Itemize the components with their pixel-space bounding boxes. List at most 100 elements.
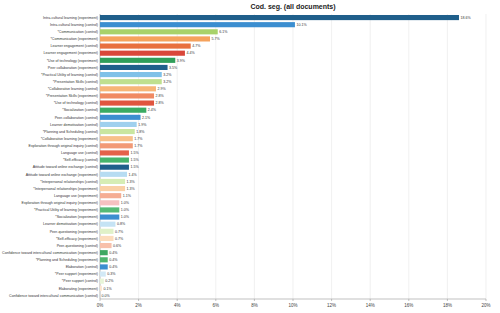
tick-label: 2%	[135, 303, 142, 308]
bar	[100, 115, 141, 120]
bar	[100, 172, 127, 177]
bar	[100, 200, 119, 205]
grid-line	[370, 14, 371, 299]
data-label: 1.7%	[134, 137, 143, 141]
data-label: 1.5%	[130, 165, 139, 169]
data-label: 1.3%	[127, 187, 136, 191]
data-label: 0.6%	[113, 244, 122, 248]
bar	[100, 51, 185, 56]
data-label: 2.8%	[156, 94, 165, 98]
bar	[100, 236, 114, 241]
data-label: 1.0%	[121, 208, 130, 212]
bar	[100, 93, 154, 98]
data-label: 18.6%	[460, 16, 471, 20]
category-label: *Use of technology (control)	[54, 101, 98, 105]
data-label: 1.0%	[121, 215, 130, 219]
category-label: *Peer support (control)	[62, 279, 98, 283]
data-label: 0.7%	[115, 237, 124, 241]
y-axis	[100, 14, 101, 299]
grid-line	[447, 14, 448, 299]
category-label: *Self-efficacy (experiment)	[56, 237, 98, 241]
grid-line	[138, 14, 139, 299]
x-axis	[100, 299, 486, 300]
bar	[100, 22, 295, 27]
category-label: *Interpersonal relationships (control)	[40, 180, 98, 184]
data-label: 0.2%	[105, 279, 114, 283]
tick-label: 18%	[443, 303, 452, 308]
category-label: Intra-cultural learning (control)	[50, 23, 98, 27]
bar	[100, 257, 108, 262]
category-label: *Socialization (control)	[62, 108, 98, 112]
category-label: Confidence toward intercultural communic…	[9, 294, 98, 298]
bar	[100, 129, 135, 134]
data-label: 1.9%	[138, 123, 147, 127]
bars	[100, 15, 459, 291]
category-label: Learner demotivation (control)	[50, 123, 98, 127]
category-label: Peer collaboration (experiment)	[48, 66, 98, 70]
data-label: 0.4%	[109, 258, 118, 262]
category-label: *Practical Utility of learning (experime…	[34, 208, 98, 212]
tick-label: 12%	[327, 303, 336, 308]
bar	[100, 293, 101, 298]
data-label: 2.1%	[142, 116, 151, 120]
data-label: 0.0%	[102, 294, 111, 298]
data-label: 1.8%	[136, 130, 145, 134]
category-label: *Interpersonal relationships (experiment…	[33, 187, 98, 191]
category-label: *Presentation Skills (control)	[53, 80, 98, 84]
category-label: *Planning and Scheduling (experiment)	[36, 258, 98, 262]
category-label: Learner engagement (control)	[50, 44, 98, 48]
category-label: Peer-questioning (experiment)	[50, 230, 98, 234]
bar	[100, 286, 102, 291]
category-label: Peer-collaboration (control)	[55, 116, 98, 120]
category-label: Exploration through original inquiry (ex…	[21, 201, 98, 205]
data-label: 1.0%	[121, 201, 130, 205]
bar	[100, 229, 114, 234]
bar	[100, 86, 156, 91]
data-label: 3.2%	[163, 73, 172, 77]
category-label: *Use of technology (experiment)	[47, 59, 98, 63]
bar	[100, 72, 162, 77]
bar	[100, 150, 129, 155]
category-label: *Peer support (experiment)	[55, 272, 98, 276]
grid	[100, 14, 486, 301]
bar	[100, 186, 125, 191]
bar	[100, 65, 168, 70]
data-label: 0.4%	[109, 265, 118, 269]
bar	[100, 122, 137, 127]
data-label: 4.7%	[192, 44, 201, 48]
data-label: 0.8%	[117, 222, 126, 226]
category-label: Peer-questioning (control)	[57, 244, 98, 248]
bar	[100, 108, 146, 113]
chart-svg: Cod. seg. (all documents)0%2%4%6%8%10%12…	[0, 0, 500, 313]
grid-line	[215, 14, 216, 299]
bar	[100, 179, 125, 184]
tick-label: 20%	[481, 303, 490, 308]
data-label: 3.9%	[177, 59, 186, 63]
category-label: Confidence toward intercultural communic…	[2, 251, 98, 255]
bar	[100, 165, 129, 170]
chart-container: Cod. seg. (all documents)0%2%4%6%8%10%12…	[0, 0, 500, 313]
data-label: 3.2%	[163, 80, 172, 84]
bar	[100, 43, 191, 48]
tick-label: 6%	[213, 303, 220, 308]
category-label: *Self-efficacy (control)	[63, 158, 98, 162]
bar	[100, 250, 108, 255]
data-label: 0.4%	[109, 251, 118, 255]
bar	[100, 36, 210, 41]
category-label: *Planning and Scheduling (control)	[43, 130, 98, 134]
data-label: 2.9%	[157, 87, 166, 91]
grid-line	[177, 14, 178, 299]
data-label: 0.3%	[107, 272, 116, 276]
bar	[100, 58, 175, 63]
data-label: 0.7%	[115, 230, 124, 234]
category-label: Attitude toward online exchange (experim…	[26, 173, 98, 177]
category-label: Language use (experiment)	[54, 194, 98, 198]
bar	[100, 207, 119, 212]
data-label: 4.4%	[186, 51, 195, 55]
tick-label: 0%	[97, 303, 104, 308]
bar	[100, 79, 162, 84]
bar	[100, 279, 104, 284]
tick-label: 14%	[366, 303, 375, 308]
category-label: Exploration through original inquiry (co…	[28, 144, 98, 148]
bar	[100, 214, 119, 219]
